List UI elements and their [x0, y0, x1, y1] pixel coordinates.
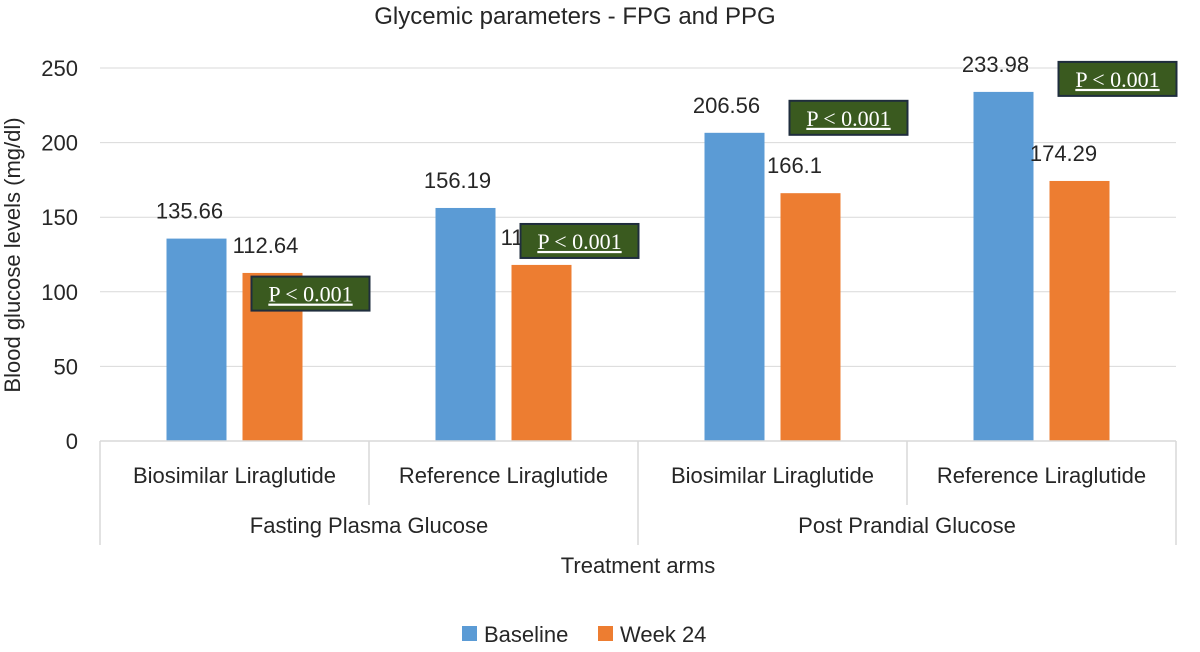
y-tick-label: 0 [66, 429, 78, 454]
p-value-box [519, 222, 640, 259]
data-label: 166.1 [767, 153, 822, 178]
legend-label: Week 24 [620, 622, 706, 647]
legend-swatch [598, 626, 613, 641]
bar-week24 [511, 264, 572, 441]
y-tick-label: 200 [41, 131, 78, 156]
y-axis-label: Blood glucose levels (mg/dl) [0, 117, 25, 392]
data-label: 135.66 [156, 199, 223, 224]
gridlines: 0 50 100 150 200 250 [41, 56, 1176, 454]
y-tick-label: 250 [41, 56, 78, 81]
p-value-box [788, 99, 909, 136]
data-label: 174.29 [1030, 141, 1097, 166]
legend: Baseline Week 24 [462, 622, 706, 647]
p-value-box [1057, 60, 1178, 97]
bars [166, 91, 1110, 441]
bar-baseline [166, 238, 227, 441]
data-label: 233.98 [962, 52, 1029, 77]
data-labels: 135.66112.64156.19118.02206.56166.1233.9… [156, 52, 1097, 258]
bar-week24 [1049, 180, 1110, 441]
p-value-text: P < 0.001 [1075, 67, 1159, 92]
x-group-label: Post Prandial Glucose [798, 513, 1016, 538]
p-value-annotations: P < 0.001 P < 0.001 P < 0.001 P < 0.001 [250, 60, 1178, 312]
y-tick-label: 100 [41, 280, 78, 305]
bar-baseline [435, 207, 496, 441]
legend-label: Baseline [484, 622, 568, 647]
x-axis: Biosimilar Liraglutide Reference Liraglut… [99, 440, 1177, 545]
y-tick-label: 150 [41, 205, 78, 230]
p-value-text: P < 0.001 [268, 282, 352, 307]
y-tick-label: 50 [54, 354, 78, 379]
bar-baseline [973, 91, 1034, 441]
bar-week24 [780, 193, 841, 441]
data-label: 206.56 [693, 93, 760, 118]
x-tick-label: Reference Liraglutide [937, 463, 1146, 488]
chart-title: Glycemic parameters - FPG and PPG [374, 3, 775, 30]
data-label: 112.64 [233, 233, 299, 258]
x-tick-label: Biosimilar Liraglutide [671, 463, 874, 488]
x-group-label: Fasting Plasma Glucose [250, 513, 488, 538]
p-value-text: P < 0.001 [806, 106, 890, 131]
p-value-text: P < 0.001 [537, 229, 621, 254]
p-value-box [250, 275, 371, 312]
legend-swatch [462, 626, 477, 641]
x-axis-label: Treatment arms [561, 553, 715, 578]
x-tick-label: Reference Liraglutide [399, 463, 608, 488]
bar-baseline [704, 132, 765, 441]
x-tick-label: Biosimilar Liraglutide [133, 463, 336, 488]
data-label: 156.19 [424, 168, 491, 193]
